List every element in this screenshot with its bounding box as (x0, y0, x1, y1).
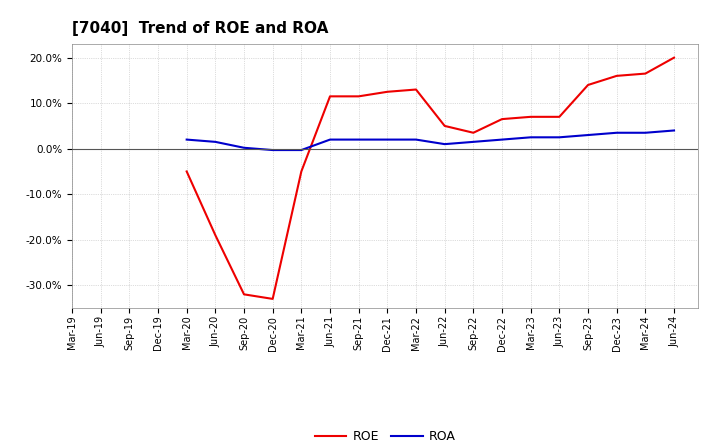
ROA (555, 135, 564, 140)
Line: ROE: ROE (186, 58, 674, 299)
Text: [7040]  Trend of ROE and ROA: [7040] Trend of ROE and ROA (72, 21, 328, 36)
Line: ROA: ROA (186, 131, 674, 150)
ROA (613, 130, 621, 136)
ROE (297, 169, 306, 174)
ROE (325, 94, 334, 99)
ROA (325, 137, 334, 142)
ROE (555, 114, 564, 120)
ROA (354, 137, 363, 142)
ROE (412, 87, 420, 92)
ROE (240, 292, 248, 297)
ROA (383, 137, 392, 142)
ROA (584, 132, 593, 138)
ROE (584, 82, 593, 88)
ROA (240, 145, 248, 150)
ROE (354, 94, 363, 99)
ROE (469, 130, 477, 136)
ROE (182, 169, 191, 174)
ROA (297, 147, 306, 153)
ROE (269, 296, 277, 301)
ROE (613, 73, 621, 78)
ROA (211, 139, 220, 144)
ROA (441, 142, 449, 147)
ROE (441, 123, 449, 128)
ROA (412, 137, 420, 142)
ROA (641, 130, 649, 136)
ROA (182, 137, 191, 142)
ROE (526, 114, 535, 120)
ROA (469, 139, 477, 144)
ROA (526, 135, 535, 140)
ROE (498, 117, 506, 122)
ROE (211, 232, 220, 238)
ROA (670, 128, 678, 133)
ROA (498, 137, 506, 142)
ROA (269, 147, 277, 153)
ROE (383, 89, 392, 95)
ROE (641, 71, 649, 76)
Legend: ROE, ROA: ROE, ROA (310, 425, 461, 440)
ROE (670, 55, 678, 60)
